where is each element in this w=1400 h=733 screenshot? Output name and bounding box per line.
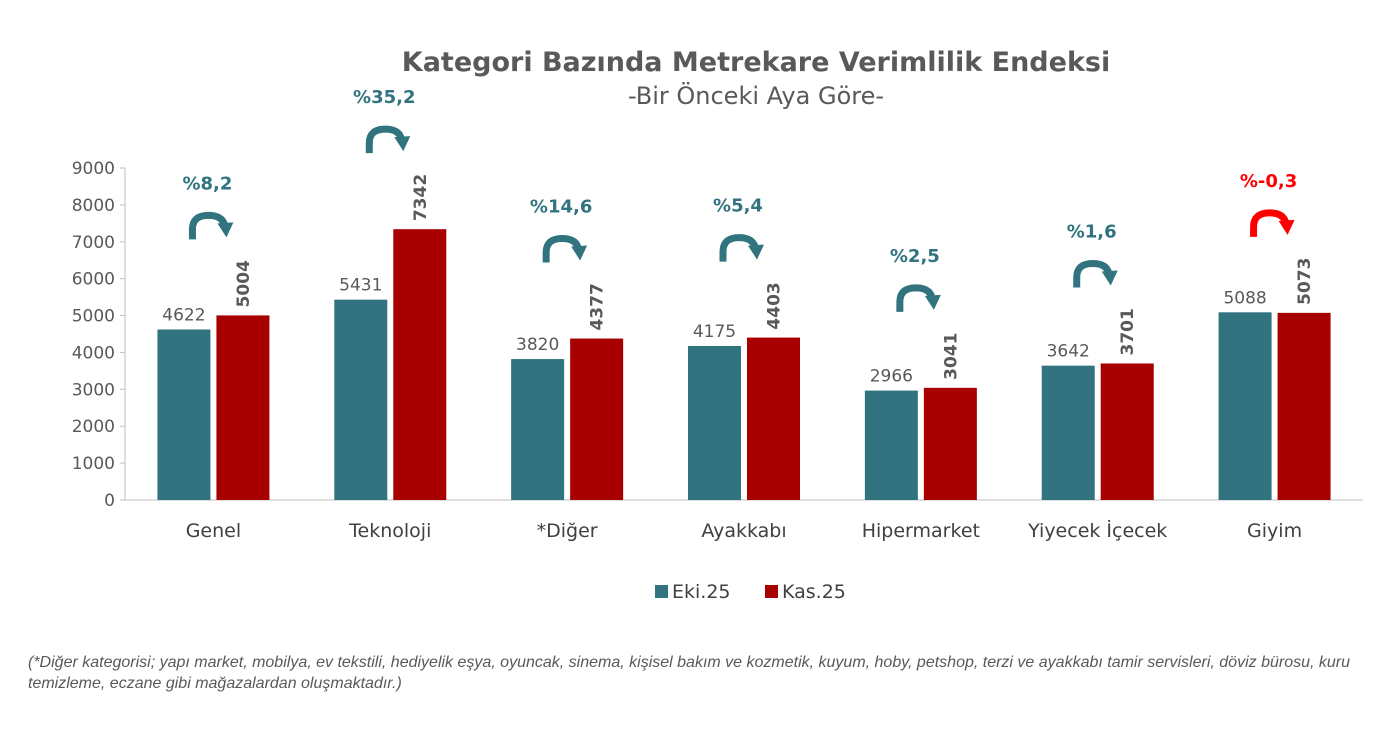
arrow-body xyxy=(365,125,405,154)
curved-arrow-icon xyxy=(719,234,764,262)
legend-label-kas25: Kas.25 xyxy=(782,581,846,603)
arrow-body xyxy=(1250,209,1289,237)
y-tick-label: 2000 xyxy=(72,417,115,437)
y-tick-label: 5000 xyxy=(72,307,115,327)
x-tick-label: Ayakkabı xyxy=(701,520,786,542)
arrow-body xyxy=(719,234,759,262)
y-tick-label: 4000 xyxy=(72,343,115,363)
arrow-head xyxy=(748,244,764,260)
curved-arrow-icon xyxy=(188,211,234,240)
y-tick-label: 7000 xyxy=(72,233,115,253)
data-label-eki25: 5431 xyxy=(339,276,382,296)
chart: Kategori Bazında Metrekare Verimlilik En… xyxy=(72,47,1363,603)
y-tick-label: 9000 xyxy=(72,159,115,179)
change-label: %2,5 xyxy=(890,246,940,267)
data-label-eki25: 5088 xyxy=(1223,288,1266,308)
curved-arrow-icon xyxy=(365,125,411,154)
change-label: %1,6 xyxy=(1067,221,1117,242)
y-tick-label: 0 xyxy=(104,491,115,511)
change-label: %5,4 xyxy=(713,196,763,217)
data-label-kas25: 4377 xyxy=(588,283,608,330)
bar-kas25 xyxy=(1277,312,1331,500)
bar-kas25 xyxy=(393,229,447,500)
bar-eki25 xyxy=(864,390,918,500)
bar-kas25 xyxy=(216,315,270,500)
bar-kas25 xyxy=(570,338,624,500)
x-tick-label: Genel xyxy=(186,520,241,542)
data-label-kas25: 3041 xyxy=(941,332,961,379)
arrow-body xyxy=(188,211,228,240)
arrow-head xyxy=(924,294,941,310)
data-label-eki25: 3820 xyxy=(516,335,559,355)
data-label-eki25: 4622 xyxy=(162,305,205,325)
arrow-body xyxy=(896,284,936,312)
arrow-head xyxy=(571,245,588,261)
data-label-kas25: 5073 xyxy=(1295,258,1315,305)
data-label-kas25: 5004 xyxy=(234,260,254,307)
bar-eki25 xyxy=(688,345,741,500)
x-tick-label: Yiyecek İçecek xyxy=(1027,519,1167,542)
arrow-body xyxy=(542,235,582,263)
data-label-eki25: 3642 xyxy=(1047,342,1090,362)
bar-kas25 xyxy=(923,387,977,500)
change-label: %8,2 xyxy=(182,173,232,194)
curved-arrow-icon xyxy=(542,235,588,263)
chart-title: Kategori Bazında Metrekare Verimlilik En… xyxy=(402,47,1110,78)
curved-arrow-icon xyxy=(1250,209,1295,237)
x-tick-label: Hipermarket xyxy=(862,520,980,542)
data-label-kas25: 4403 xyxy=(765,282,785,329)
y-tick-label: 3000 xyxy=(72,380,115,400)
y-tick-label: 1000 xyxy=(72,454,115,474)
bar-eki25 xyxy=(157,329,211,500)
arrow-head xyxy=(394,136,411,152)
chart-subtitle: -Bir Önceki Aya Göre- xyxy=(628,81,884,110)
x-tick-label: Teknoloji xyxy=(348,520,431,542)
data-label-eki25: 2966 xyxy=(870,367,913,387)
bar-kas25 xyxy=(747,337,800,500)
change-label: %35,2 xyxy=(353,87,415,108)
y-tick-label: 8000 xyxy=(72,196,115,216)
bar-kas25 xyxy=(1100,363,1154,500)
x-tick-label: Giyim xyxy=(1247,520,1302,542)
legend-swatch-eki25 xyxy=(655,585,668,598)
bar-eki25 xyxy=(1218,312,1272,500)
curved-arrow-icon xyxy=(1073,259,1118,288)
change-label: %-0,3 xyxy=(1240,171,1297,192)
change-label: %14,6 xyxy=(530,197,592,218)
legend-label-eki25: Eki.25 xyxy=(672,581,731,603)
arrow-body xyxy=(1073,259,1113,288)
arrow-head xyxy=(1278,219,1295,235)
x-tick-label: *Diğer xyxy=(537,520,598,542)
data-label-kas25: 7342 xyxy=(411,174,431,221)
y-tick-label: 6000 xyxy=(72,270,115,290)
arrow-head xyxy=(217,222,234,238)
data-label-kas25: 3701 xyxy=(1118,308,1138,355)
data-label-eki25: 4175 xyxy=(693,322,736,342)
arrow-head xyxy=(1101,270,1118,286)
legend-swatch-kas25 xyxy=(765,585,778,598)
bar-eki25 xyxy=(511,359,565,500)
footnote: (*Diğer kategorisi; yapı market, mobilya… xyxy=(28,654,1350,692)
bar-eki25 xyxy=(334,299,388,500)
bar-eki25 xyxy=(1041,365,1095,500)
curved-arrow-icon xyxy=(896,284,941,312)
